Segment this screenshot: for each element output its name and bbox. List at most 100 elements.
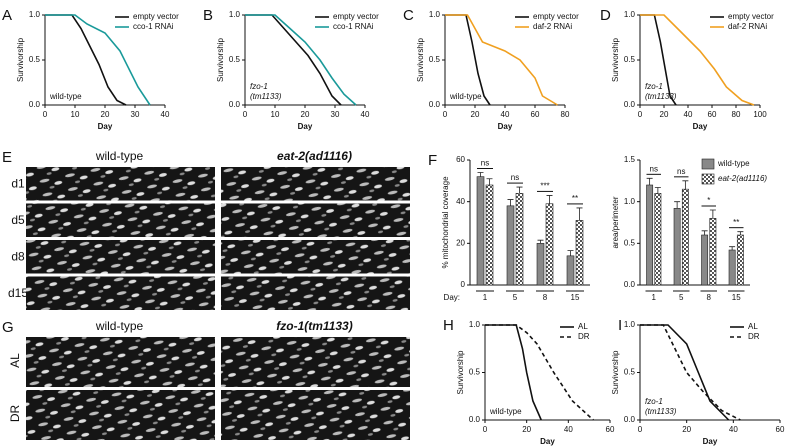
y-tick-label: 1.0 [624, 10, 636, 19]
x-tick-label: 60 [531, 110, 540, 119]
y-axis-label: Survivorship [16, 37, 25, 82]
survival-line [245, 14, 357, 106]
bar [506, 205, 515, 286]
significance-label: ns [650, 164, 658, 173]
row-label: d5 [11, 213, 25, 227]
x-tick-label: 20 [660, 110, 669, 119]
micrograph [221, 276, 410, 310]
legend-label: daf-2 RNAi [533, 22, 572, 31]
error-bar [646, 177, 653, 185]
x-tick-label: 8 [543, 293, 548, 302]
legend-label: cco-1 RNAi [333, 22, 374, 31]
micrograph [26, 337, 215, 387]
x-tick-label: 8 [707, 293, 712, 302]
panel-label: C [403, 7, 414, 24]
x-tick-label: 40 [684, 110, 693, 119]
annotation: fzo-1 [250, 82, 268, 91]
x-tick-label: 15 [732, 293, 741, 302]
annotation: (tm1133) [250, 92, 282, 101]
x-tick-label: 5 [679, 293, 684, 302]
significance-label: *** [540, 182, 549, 191]
y-axis-label: Survivorship [611, 37, 620, 82]
bar [566, 255, 575, 286]
y-axis-label: % mitochondrial coverage [441, 176, 450, 269]
x-axis-label: Day [540, 437, 555, 446]
y-axis-label: Survivorship [611, 350, 620, 395]
bar [701, 234, 709, 286]
row-label: d15 [8, 286, 28, 300]
x-tick-label: 20 [682, 425, 691, 434]
x-axis-label: Day [703, 437, 718, 446]
x-tick-label: 40 [729, 425, 738, 434]
bar [728, 249, 736, 286]
y-tick-label: 0.0 [29, 100, 41, 109]
y-tick-label: 1.0 [624, 320, 636, 329]
x-tick-label: 0 [43, 110, 48, 119]
y-axis-label: Survivorship [456, 350, 465, 395]
legend-label: eat-2(ad1116) [718, 174, 767, 183]
legend-label: wild-type [717, 159, 750, 168]
annotation: wild-type [49, 92, 82, 101]
annotation: wild-type [449, 92, 482, 101]
x-axis-label: Day [693, 122, 708, 131]
x-axis-label: Day: [444, 293, 460, 302]
panel-label: D [600, 7, 611, 24]
significance-label: ns [511, 173, 519, 182]
bar [646, 184, 654, 286]
legend-label: empty vector [333, 12, 379, 21]
error-bar [567, 250, 574, 256]
legend-swatch [701, 173, 715, 185]
legend-label: empty vector [728, 12, 774, 21]
legend-swatch [701, 158, 715, 170]
bar [536, 243, 545, 286]
panel-label: E [2, 149, 12, 166]
micrograph [26, 167, 215, 201]
x-tick-label: 60 [708, 110, 717, 119]
x-tick-label: 5 [513, 293, 518, 302]
error-bar [576, 207, 583, 221]
micrograph [221, 203, 410, 237]
x-tick-label: 10 [71, 110, 80, 119]
y-tick-label: 1.0 [29, 10, 41, 19]
column-label: wild-type [95, 149, 144, 163]
panel-label: G [2, 319, 14, 336]
y-tick-label: 40 [456, 197, 465, 206]
x-tick-label: 80 [561, 110, 570, 119]
y-tick-label: 0.5 [624, 368, 636, 377]
error-bar [537, 239, 544, 244]
x-tick-label: 60 [606, 425, 615, 434]
bar [736, 234, 744, 286]
survival-line [485, 324, 542, 421]
y-tick-label: 0.0 [624, 280, 636, 289]
x-tick-label: 30 [331, 110, 340, 119]
column-label: wild-type [95, 319, 144, 333]
y-tick-label: 1.0 [624, 197, 636, 206]
x-tick-label: 0 [638, 425, 643, 434]
annotation: (tm1133) [645, 407, 677, 416]
survival-line [485, 324, 594, 421]
y-tick-label: 0.0 [429, 100, 441, 109]
bar [476, 176, 485, 286]
x-tick-label: 20 [522, 425, 531, 434]
row-label: AL [8, 353, 22, 368]
error-bar [701, 230, 708, 235]
error-bar [709, 209, 716, 219]
error-bar [507, 199, 514, 206]
micrograph [26, 203, 215, 237]
survival-line [445, 14, 558, 106]
error-bar [729, 246, 736, 250]
legend-label: cco-1 RNAi [133, 22, 174, 31]
y-axis-label: Survivorship [216, 37, 225, 82]
y-tick-label: 1.0 [469, 320, 481, 329]
x-tick-label: 20 [301, 110, 310, 119]
y-tick-label: 0 [461, 280, 466, 289]
x-tick-label: 0 [638, 110, 643, 119]
legend-label: DR [578, 332, 590, 341]
x-axis-label: Day [498, 122, 513, 131]
y-tick-label: 0.0 [624, 100, 636, 109]
x-axis-label: Day [98, 122, 113, 131]
annotation: fzo-1 [645, 82, 663, 91]
y-tick-label: 1.5 [624, 155, 636, 164]
bar [673, 208, 681, 286]
bar [485, 184, 494, 286]
